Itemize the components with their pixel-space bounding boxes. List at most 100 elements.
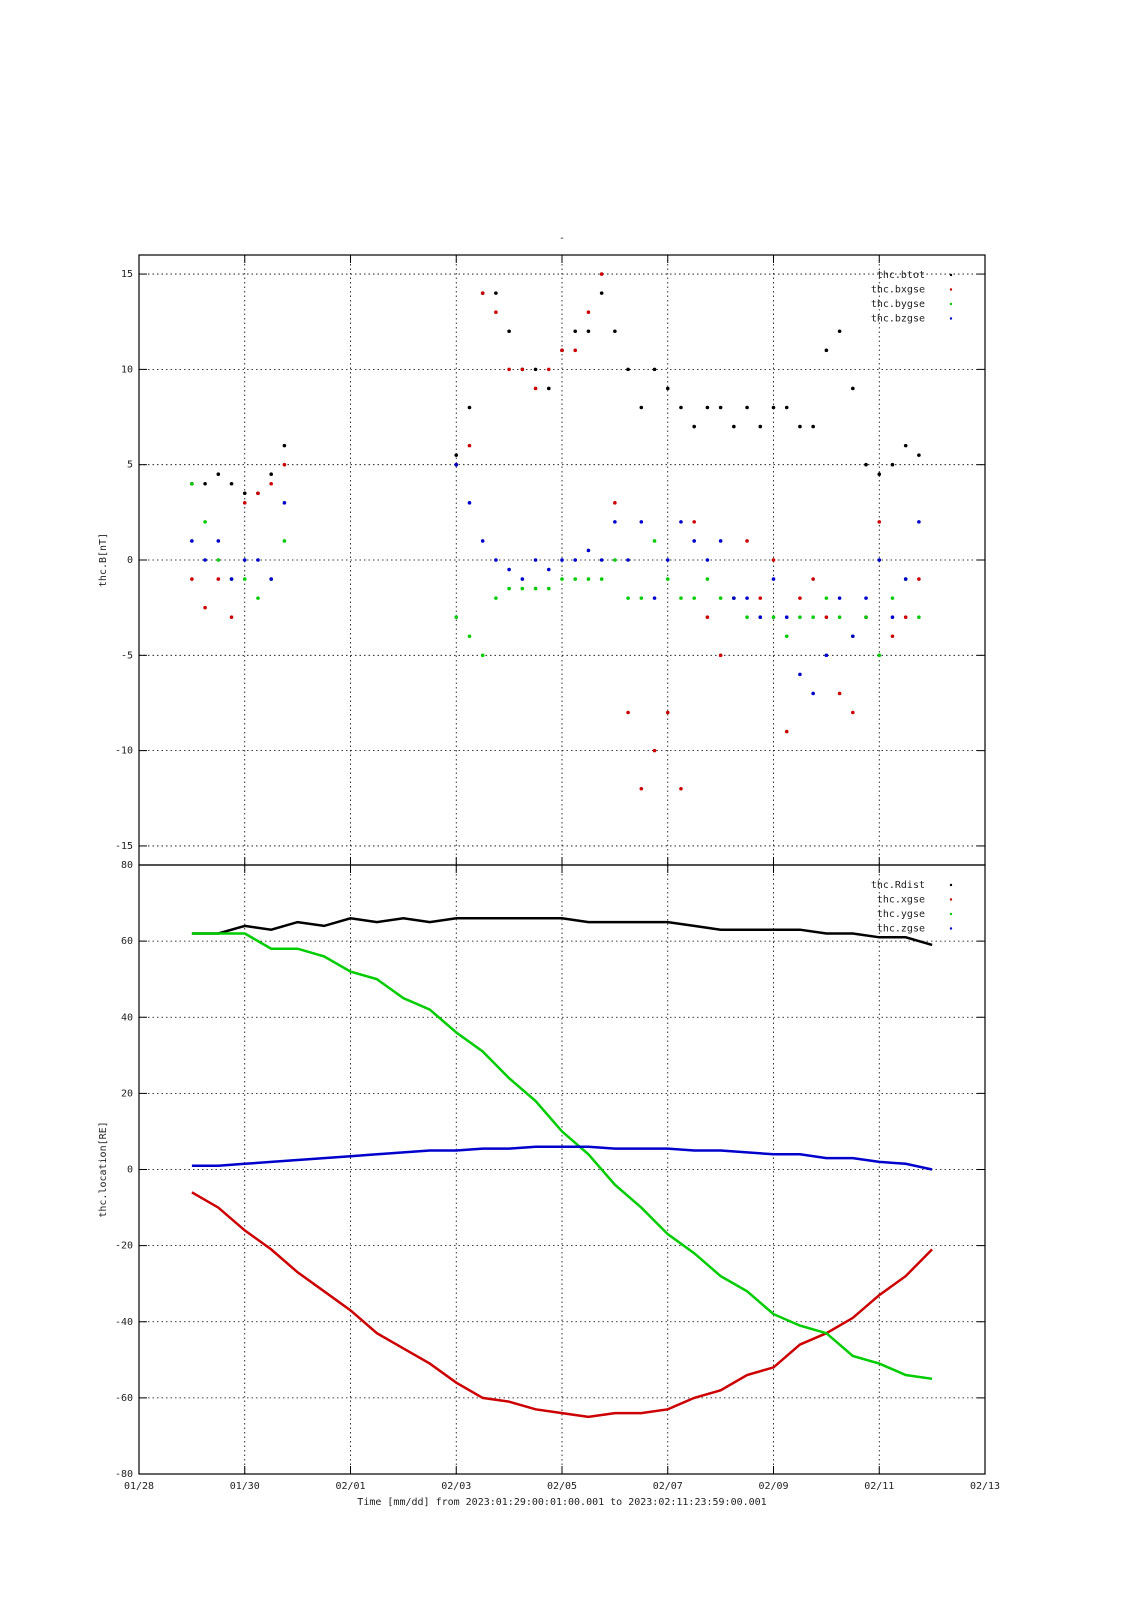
point	[705, 558, 710, 562]
point	[903, 577, 908, 581]
y-tick-label: 10	[121, 364, 133, 375]
point	[864, 462, 868, 467]
point	[837, 615, 842, 619]
point	[877, 653, 882, 658]
x-tick-label: 02/07	[653, 1481, 683, 1492]
y-tick-label: 0	[127, 555, 133, 566]
y-tick-label: 40	[121, 1012, 133, 1023]
x-tick-label: 02/11	[864, 1481, 894, 1492]
point	[771, 615, 776, 619]
point	[864, 596, 868, 600]
point	[758, 615, 763, 619]
point	[745, 596, 749, 600]
point	[242, 491, 247, 496]
point	[652, 596, 657, 600]
point	[494, 310, 498, 314]
legend-label: thc.ygse	[877, 909, 925, 920]
point	[679, 786, 683, 791]
y-tick-label: 15	[121, 269, 133, 280]
series-line	[191, 932, 933, 1381]
point	[639, 520, 644, 524]
point	[626, 367, 630, 372]
point	[692, 596, 696, 600]
point	[256, 596, 260, 600]
point	[454, 615, 459, 619]
legend-swatch	[949, 273, 953, 277]
point	[692, 539, 696, 543]
point	[467, 405, 472, 410]
point	[560, 348, 564, 353]
point	[758, 424, 763, 429]
point	[480, 291, 485, 295]
point	[917, 615, 921, 619]
point	[692, 520, 696, 524]
point	[190, 481, 194, 486]
point	[665, 386, 670, 391]
point	[652, 748, 657, 753]
point	[718, 653, 723, 658]
point	[824, 348, 829, 353]
legend-swatch	[949, 898, 953, 901]
point	[190, 577, 194, 581]
plot-frame	[138, 864, 986, 1475]
point	[216, 472, 221, 477]
legend-swatch	[949, 302, 953, 306]
point	[229, 481, 234, 486]
point	[242, 501, 247, 505]
point	[877, 520, 882, 524]
y-axis-label: thc.B[nT]	[98, 533, 109, 587]
y-tick-label: -5	[121, 650, 133, 661]
y-tick-label: 20	[121, 1088, 133, 1099]
point	[520, 367, 525, 372]
point	[877, 472, 882, 477]
point	[745, 405, 749, 410]
point	[480, 653, 485, 658]
x-tick-label: 02/05	[547, 1481, 577, 1492]
point	[229, 577, 234, 581]
point	[229, 615, 234, 619]
legend-label: thc.bygse	[871, 299, 925, 310]
point	[599, 558, 604, 562]
point	[203, 520, 207, 524]
point	[771, 405, 776, 410]
point	[903, 443, 908, 448]
point	[533, 386, 538, 391]
x-tick-label: 02/13	[970, 1481, 1000, 1492]
point	[626, 558, 630, 562]
point	[269, 481, 273, 486]
point	[573, 348, 578, 353]
point	[811, 424, 815, 429]
point	[903, 615, 908, 619]
point	[679, 520, 683, 524]
point	[718, 539, 723, 543]
point	[639, 596, 644, 600]
y-tick-label: 0	[127, 1165, 133, 1176]
point	[718, 405, 723, 410]
point	[520, 586, 525, 591]
point	[665, 710, 670, 715]
point	[586, 329, 591, 334]
point	[798, 596, 802, 600]
point	[573, 558, 578, 562]
point	[837, 596, 842, 600]
legend-label: thc.btot	[877, 270, 925, 281]
point	[282, 462, 287, 467]
point	[216, 577, 221, 581]
point	[745, 615, 749, 619]
point	[494, 291, 498, 295]
point	[573, 329, 578, 334]
point	[679, 596, 683, 600]
point	[851, 710, 855, 715]
point	[546, 567, 551, 572]
legend-swatch	[949, 912, 953, 916]
point	[560, 577, 564, 581]
point	[573, 577, 578, 581]
point	[718, 596, 723, 600]
legend-label: thc.bzgse	[871, 314, 925, 325]
point	[890, 462, 895, 467]
point	[732, 424, 736, 429]
y-tick-label: -10	[115, 746, 133, 757]
point	[546, 367, 551, 372]
